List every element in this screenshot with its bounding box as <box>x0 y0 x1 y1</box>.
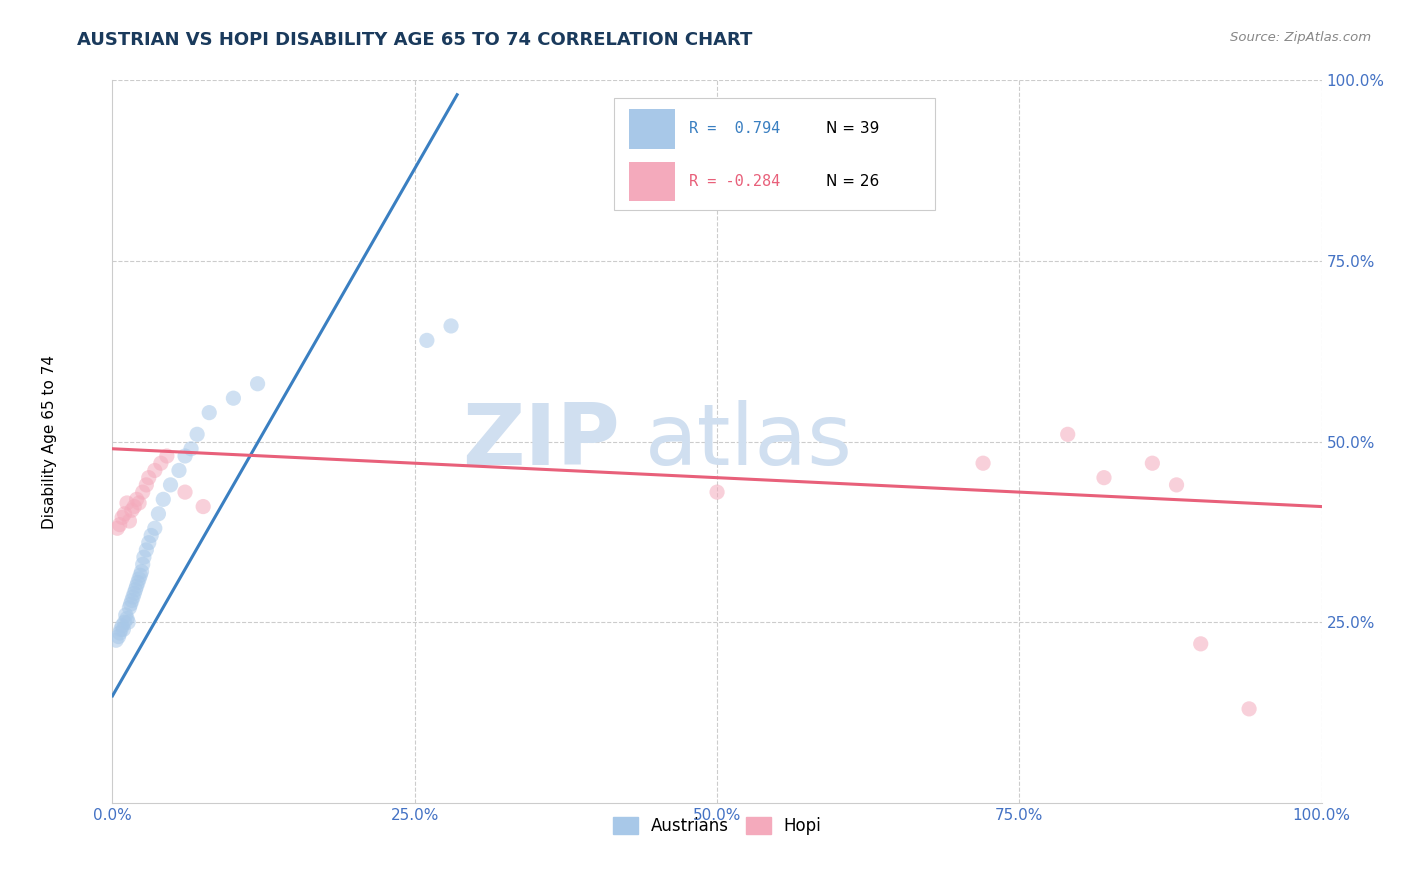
Point <box>114 615 136 630</box>
Point <box>1237 702 1260 716</box>
Point <box>156 449 179 463</box>
Point <box>174 449 197 463</box>
Legend: Austrians, Hopi: Austrians, Hopi <box>606 810 828 841</box>
Point <box>115 496 138 510</box>
Point <box>440 318 463 333</box>
Point <box>118 514 141 528</box>
FancyBboxPatch shape <box>628 161 675 202</box>
Point <box>108 626 131 640</box>
Point <box>191 500 214 514</box>
Point <box>222 391 245 405</box>
Point <box>1189 637 1212 651</box>
Point <box>122 500 145 514</box>
Point <box>132 550 155 565</box>
Point <box>128 572 150 586</box>
Point <box>143 521 166 535</box>
Point <box>125 492 148 507</box>
Point <box>180 442 202 456</box>
Point <box>124 582 146 597</box>
Point <box>122 586 145 600</box>
Point <box>112 623 135 637</box>
Point <box>186 427 208 442</box>
Point <box>972 456 994 470</box>
Point <box>138 470 160 484</box>
Point <box>143 463 166 477</box>
Point <box>121 503 143 517</box>
Point <box>105 521 128 535</box>
Point <box>120 597 142 611</box>
Point <box>416 334 439 348</box>
Point <box>1092 470 1115 484</box>
Point <box>167 463 190 477</box>
Point <box>121 593 143 607</box>
Point <box>141 528 163 542</box>
FancyBboxPatch shape <box>614 98 935 211</box>
Point <box>125 579 148 593</box>
Point <box>706 485 728 500</box>
Point <box>111 619 134 633</box>
Point <box>111 510 134 524</box>
Text: R = -0.284: R = -0.284 <box>689 174 780 189</box>
Point <box>159 478 181 492</box>
Point <box>246 376 269 391</box>
Point <box>149 456 172 470</box>
Point <box>131 565 153 579</box>
Text: N = 39: N = 39 <box>825 121 879 136</box>
Text: atlas: atlas <box>644 400 852 483</box>
Text: Source: ZipAtlas.com: Source: ZipAtlas.com <box>1230 31 1371 45</box>
Text: AUSTRIAN VS HOPI DISABILITY AGE 65 TO 74 CORRELATION CHART: AUSTRIAN VS HOPI DISABILITY AGE 65 TO 74… <box>77 31 752 49</box>
FancyBboxPatch shape <box>628 109 675 149</box>
Point <box>132 558 155 572</box>
Point <box>198 406 221 420</box>
Point <box>117 615 139 630</box>
Point <box>128 496 150 510</box>
Point <box>114 507 136 521</box>
Point <box>1142 456 1164 470</box>
Point <box>127 575 149 590</box>
Text: R =  0.794: R = 0.794 <box>689 121 780 136</box>
Point <box>135 478 157 492</box>
Point <box>129 568 152 582</box>
Point <box>115 611 138 625</box>
Point <box>118 600 141 615</box>
Point <box>105 633 128 648</box>
Point <box>135 542 157 557</box>
Point <box>114 607 136 622</box>
Point <box>132 485 155 500</box>
Text: ZIP: ZIP <box>463 400 620 483</box>
Point <box>122 590 145 604</box>
Point <box>174 485 197 500</box>
Point <box>148 507 170 521</box>
Point <box>138 535 160 549</box>
Point <box>110 623 132 637</box>
Point <box>107 630 129 644</box>
Point <box>108 517 131 532</box>
Point <box>1166 478 1188 492</box>
Point <box>1056 427 1078 442</box>
Point <box>152 492 174 507</box>
Y-axis label: Disability Age 65 to 74: Disability Age 65 to 74 <box>42 354 56 529</box>
Text: N = 26: N = 26 <box>825 174 879 189</box>
